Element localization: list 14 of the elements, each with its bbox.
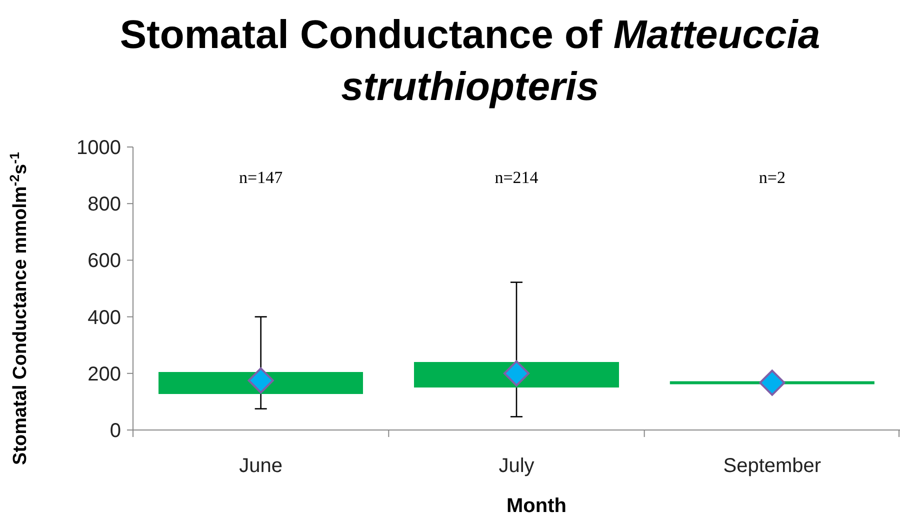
x-tick-label: July: [498, 455, 534, 477]
annotation: n=147: [239, 168, 284, 187]
annotation: n=214: [494, 168, 539, 187]
y-tick-label: 400: [88, 306, 121, 329]
y-tick-label: 0: [110, 420, 121, 442]
y-tick-label: 200: [88, 363, 121, 386]
x-tick-label: September: [723, 455, 822, 477]
y-tick-label: 1000: [76, 137, 121, 159]
x-tick-label: June: [239, 455, 283, 477]
annotation: n=2: [758, 168, 786, 187]
chart-title: Stomatal Conductance of Matteuccia struthiopteris: [120, 13, 820, 109]
y-tick-label: 800: [88, 194, 121, 216]
y-tick-label: 600: [88, 250, 121, 272]
x-axis-title: Month: [506, 495, 566, 517]
